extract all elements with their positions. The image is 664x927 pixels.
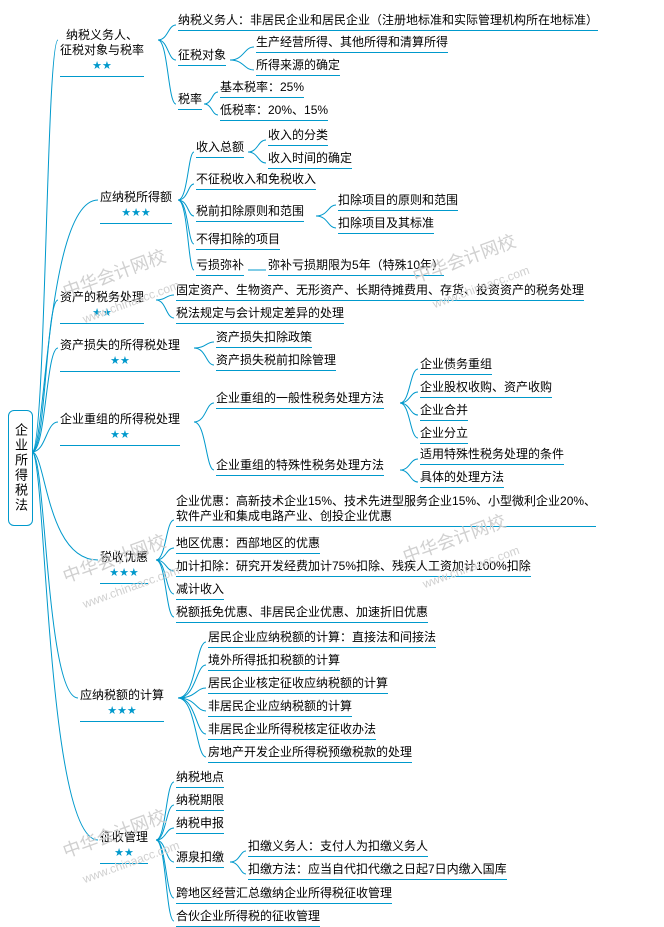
mindmap-node: 税法规定与会计规定差异的处理 (176, 306, 344, 324)
mindmap-node: 纳税期限 (176, 793, 224, 811)
mindmap-node: 企业合并 (420, 403, 468, 421)
mindmap-node: 源泉扣缴 (176, 850, 224, 868)
mindmap-node: 减计收入 (176, 582, 224, 600)
mindmap-node: 企业分立 (420, 426, 468, 444)
mindmap-node: 收入总额 (196, 140, 244, 158)
mindmap-node: 收入时间的确定 (268, 151, 352, 169)
mindmap-node: 应纳税额的计算★★★ (80, 688, 164, 722)
star-rating: ★★ (100, 846, 148, 861)
mindmap-node: 地区优惠：西部地区的优惠 (176, 536, 320, 554)
star-rating: ★★★ (80, 704, 164, 719)
star-rating: ★★★ (100, 566, 148, 581)
mindmap-node: 资产损失税前扣除管理 (216, 353, 336, 371)
mindmap-node: 纳税地点 (176, 770, 224, 788)
mindmap-node: 税收优惠★★★ (100, 550, 148, 584)
mindmap-node: 生产经营所得、其他所得和清算所得 (256, 35, 448, 53)
mindmap-node: 基本税率：25% (220, 80, 304, 98)
mindmap-node: 税率 (178, 92, 202, 110)
mindmap-node: 企业重组的一般性税务处理方法 (216, 391, 384, 409)
mindmap-node: 低税率：20%、15% (220, 103, 328, 121)
mindmap-node: 居民企业核定征收应纳税额的计算 (208, 676, 388, 694)
mindmap-node: 纳税申报 (176, 816, 224, 834)
mindmap-node: 不得扣除的项目 (196, 232, 280, 250)
mindmap-node: 非居民企业所得税核定征收办法 (208, 722, 376, 740)
mindmap-node: 收入的分类 (268, 128, 328, 146)
mindmap-node: 境外所得抵扣税额的计算 (208, 653, 340, 671)
mindmap-node: 应纳税所得额★★★ (100, 190, 172, 224)
star-rating: ★★ (60, 428, 180, 443)
mindmap-node: 具体的处理方法 (420, 470, 504, 488)
mindmap-node: 税前扣除原则和范围 (196, 204, 304, 222)
mindmap-node: 跨地区经营汇总缴纳企业所得税征收管理 (176, 886, 392, 904)
mindmap-node: 资产的税务处理★★ (60, 290, 144, 324)
mindmap-node: 征收管理★★ (100, 830, 148, 864)
mindmap-node: 企业重组的所得税处理★★ (60, 412, 180, 446)
mindmap-node: 纳税义务人、征税对象与税率★★ (60, 28, 144, 77)
mindmap-node: 企业优惠：高新技术企业15%、技术先进型服务企业15%、小型微利企业20%、软件… (176, 494, 596, 527)
mindmap-node: 扣除项目的原则和范围 (338, 193, 458, 211)
mindmap-node: 固定资产、生物资产、无形资产、长期待摊费用、存货、投资资产的税务处理 (176, 283, 584, 301)
mindmap-node: 扣缴义务人：支付人为扣缴义务人 (248, 839, 428, 857)
mindmap-node: 资产损失的所得税处理★★ (60, 338, 180, 372)
mindmap-node: 房地产开发企业所得税预缴税款的处理 (208, 745, 412, 763)
mindmap-node: 非居民企业应纳税额的计算 (208, 699, 352, 717)
root-node: 企业所得税法 (8, 410, 33, 526)
mindmap-node: 扣除项目及其标准 (338, 216, 434, 234)
mindmap-node: 适用特殊性税务处理的条件 (420, 447, 564, 465)
mindmap-node: 纳税义务人：非居民企业和居民企业（注册地标准和实际管理机构所在地标准） (178, 13, 598, 31)
star-rating: ★★ (60, 59, 144, 74)
star-rating: ★★ (60, 354, 180, 369)
mindmap-node: 弥补亏损期限为5年（特殊10年） (268, 258, 444, 276)
mindmap-node: 不征税收入和免税收入 (196, 172, 316, 190)
mindmap-node: 资产损失扣除政策 (216, 330, 312, 348)
star-rating: ★★ (60, 306, 144, 321)
mindmap-node: 所得来源的确定 (256, 58, 340, 76)
mindmap-node: 加计扣除：研究开发经费加计75%扣除、残疾人工资加计100%扣除 (176, 559, 531, 577)
mindmap-node: 企业重组的特殊性税务处理方法 (216, 458, 384, 476)
mindmap-node: 征税对象 (178, 48, 226, 66)
mindmap-node: 企业债务重组 (420, 357, 492, 375)
mindmap-node: 税额抵免优惠、非居民企业优惠、加速折旧优惠 (176, 605, 428, 623)
mindmap-node: 亏损弥补 (196, 258, 244, 276)
mindmap-node: 扣缴方法：应当自代扣代缴之日起7日内缴入国库 (248, 862, 507, 880)
mindmap-node: 合伙企业所得税的征收管理 (176, 909, 320, 927)
mindmap-node: 企业股权收购、资产收购 (420, 380, 552, 398)
mindmap-node: 居民企业应纳税额的计算：直接法和间接法 (208, 630, 436, 648)
star-rating: ★★★ (100, 206, 172, 221)
